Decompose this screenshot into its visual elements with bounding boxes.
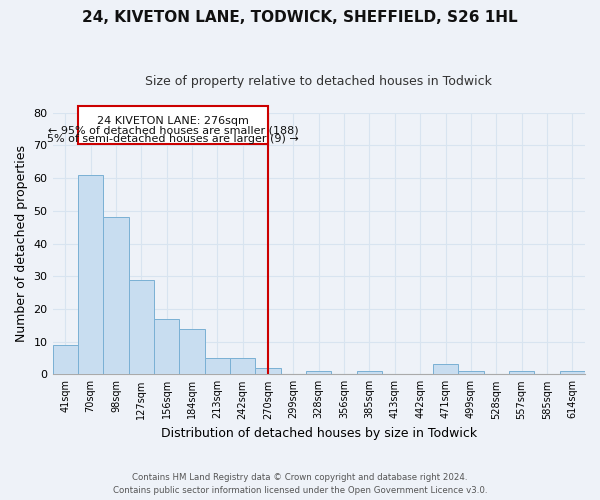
Bar [306, 371, 331, 374]
Bar [154, 318, 179, 374]
Text: 5% of semi-detached houses are larger (9) →: 5% of semi-detached houses are larger (9… [47, 134, 299, 144]
Bar [560, 371, 585, 374]
Bar [78, 175, 103, 374]
Bar [179, 328, 205, 374]
Bar [357, 371, 382, 374]
Text: 24 KIVETON LANE: 276sqm: 24 KIVETON LANE: 276sqm [97, 116, 249, 126]
Y-axis label: Number of detached properties: Number of detached properties [15, 145, 28, 342]
Bar [433, 364, 458, 374]
Bar [205, 358, 230, 374]
Text: 24, KIVETON LANE, TODWICK, SHEFFIELD, S26 1HL: 24, KIVETON LANE, TODWICK, SHEFFIELD, S2… [82, 10, 518, 25]
Title: Size of property relative to detached houses in Todwick: Size of property relative to detached ho… [145, 75, 492, 88]
Text: ← 95% of detached houses are smaller (188): ← 95% of detached houses are smaller (18… [47, 125, 298, 135]
X-axis label: Distribution of detached houses by size in Todwick: Distribution of detached houses by size … [161, 427, 477, 440]
Bar [509, 371, 534, 374]
FancyBboxPatch shape [78, 106, 268, 144]
Bar [53, 345, 78, 374]
Bar [103, 218, 128, 374]
Bar [458, 371, 484, 374]
Bar [128, 280, 154, 374]
Bar [256, 368, 281, 374]
Text: Contains HM Land Registry data © Crown copyright and database right 2024.
Contai: Contains HM Land Registry data © Crown c… [113, 474, 487, 495]
Bar [230, 358, 256, 374]
